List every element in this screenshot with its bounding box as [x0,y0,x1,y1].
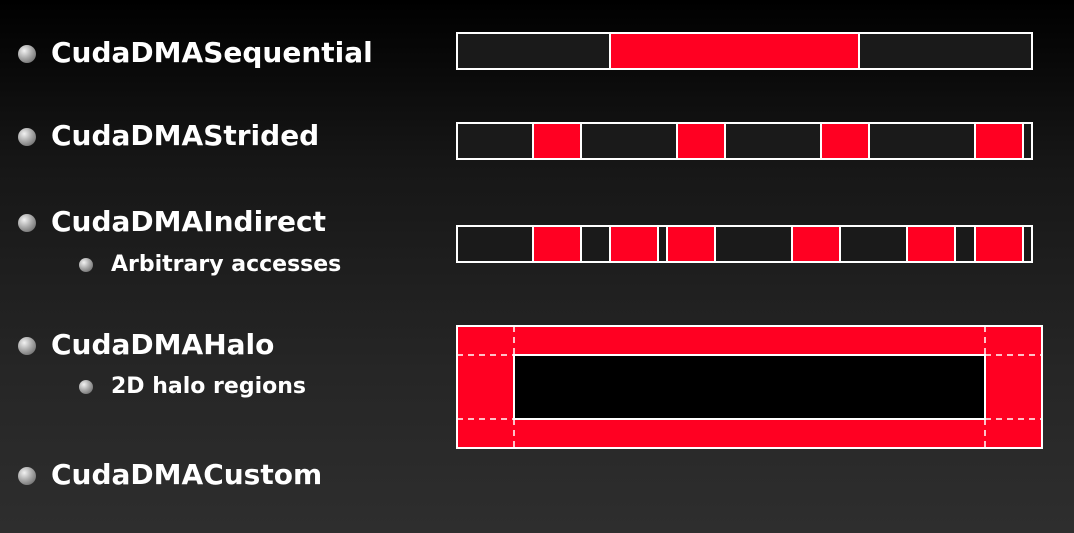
strided-gap [868,122,976,160]
item-indirect-label: CudaDMAIndirect [51,205,326,238]
sub-bullet-icon [79,258,93,272]
strided-block [820,122,870,160]
item-halo-label: CudaDMAHalo [51,328,275,361]
item-custom-label: CudaDMACustom [51,458,323,491]
indirect-block [666,225,716,263]
indirect-block [609,225,659,263]
strided-block [532,122,582,160]
indirect-block [791,225,841,263]
item-indirect-sublabel: Arbitrary accesses [111,252,342,277]
indirect-block [974,225,1024,263]
strided-block [974,122,1024,160]
halo-interior [513,354,986,420]
sequential-pattern-diagram [456,32,1033,70]
bullet-icon [18,45,36,63]
strided-block [676,122,726,160]
item-sequential-label: CudaDMASequential [51,36,373,69]
indirect-block [906,225,956,263]
halo-pattern-diagram [456,325,1043,449]
strided-gap [580,122,678,160]
item-halo-sublabel: 2D halo regions [111,374,306,399]
bullet-icon [18,214,36,232]
item-strided-label: CudaDMAStrided [51,119,320,152]
bullet-icon [18,337,36,355]
strided-gap [724,122,822,160]
bullet-icon [18,467,36,485]
indirect-pattern-diagram [456,225,1033,263]
sequential-block [609,32,860,70]
sub-bullet-icon [79,380,93,394]
bullet-icon [18,128,36,146]
strided-pattern-diagram [456,122,1033,160]
indirect-block [532,225,582,263]
indirect-gap [657,225,668,263]
